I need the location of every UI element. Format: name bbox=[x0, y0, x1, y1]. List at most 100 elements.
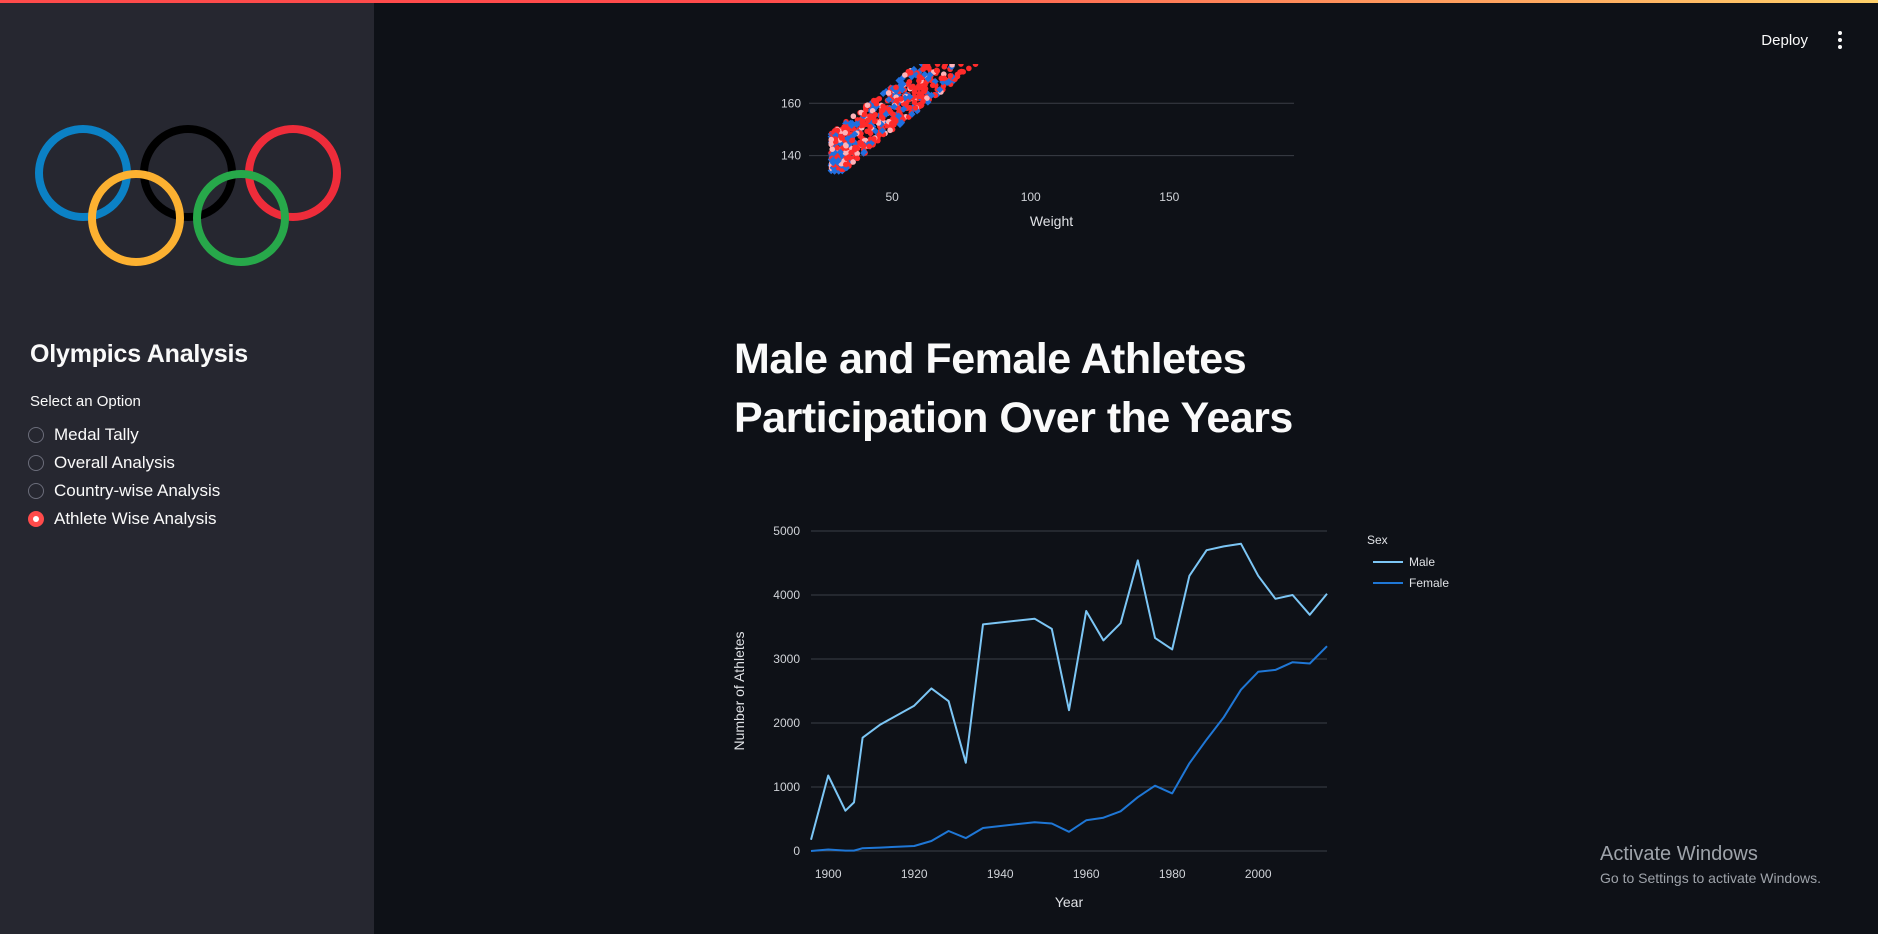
scatter-point bbox=[850, 159, 856, 165]
scatter-point bbox=[906, 104, 913, 111]
scatter-point bbox=[851, 130, 859, 138]
line-chart-svg[interactable]: 0 1000 2000 3000 4000 5000 1900 1920 1940 1960 198… bbox=[729, 520, 1549, 930]
scatter-point bbox=[912, 105, 919, 111]
radio-option-athlete-wise-analysis[interactable]: Athlete Wise Analysis bbox=[28, 505, 220, 533]
ring-yellow bbox=[88, 170, 184, 266]
athletes-line-chart[interactable]: 0 1000 2000 3000 4000 5000 1900 1920 1940 1960 198… bbox=[729, 520, 1549, 934]
radio-circle-icon[interactable] bbox=[28, 427, 44, 443]
scatter-point bbox=[849, 137, 856, 144]
scatter-point bbox=[867, 124, 873, 130]
olympic-rings-icon bbox=[30, 118, 350, 275]
ring-black bbox=[140, 125, 236, 221]
scatter-point bbox=[936, 86, 944, 94]
scatter-point bbox=[934, 61, 941, 67]
scatter-point bbox=[911, 93, 917, 100]
radio-option-label[interactable]: Overall Analysis bbox=[54, 453, 175, 472]
x-tick-label: 1980 bbox=[1159, 867, 1186, 881]
scatter-point bbox=[829, 146, 836, 153]
radio-option-overall-analysis[interactable]: Overall Analysis bbox=[28, 449, 220, 477]
x-tick-label: 1900 bbox=[815, 867, 842, 881]
scatter-point bbox=[861, 111, 868, 118]
y-tick-label: 3000 bbox=[773, 652, 800, 666]
scatter-point bbox=[890, 103, 898, 111]
scatter-point bbox=[933, 67, 940, 74]
radio-group-label: Select an Option bbox=[30, 393, 141, 410]
scatter-point bbox=[921, 70, 929, 78]
ring-blue bbox=[35, 125, 131, 221]
x-tick-label: 2000 bbox=[1245, 867, 1272, 881]
windows-activation-watermark: Activate Windows Go to Settings to activ… bbox=[1600, 843, 1821, 886]
scatter-point bbox=[938, 75, 945, 82]
scatter-point bbox=[843, 142, 849, 149]
radio-option-country-wise-analysis[interactable]: Country-wise Analysis bbox=[28, 477, 220, 505]
radio-option-label[interactable]: Country-wise Analysis bbox=[54, 481, 221, 500]
scatter-point bbox=[929, 82, 936, 89]
scatter-point bbox=[947, 72, 954, 79]
scatter-point bbox=[911, 99, 918, 106]
scatter-point bbox=[911, 89, 918, 95]
scatter-point bbox=[842, 129, 849, 136]
series-line-male bbox=[810, 542, 1328, 840]
legend-label-female: Female bbox=[1409, 576, 1449, 590]
x-axis-label: Year bbox=[1055, 894, 1084, 910]
legend-title: Sex bbox=[1367, 533, 1388, 547]
y-tick-label: 2000 bbox=[773, 716, 800, 730]
radio-circle-icon[interactable] bbox=[28, 455, 44, 471]
scatter-point bbox=[924, 62, 931, 69]
x-tick-label: 1920 bbox=[901, 867, 928, 881]
section-title: Male and Female Athletes Participation O… bbox=[734, 335, 1293, 442]
scatter-point bbox=[843, 161, 849, 168]
weight-height-scatter-chart[interactable]: 140 160 50 100 150 Weight bbox=[729, 60, 1369, 269]
x-tick-label: 1960 bbox=[1073, 867, 1100, 881]
series-line-female bbox=[810, 645, 1328, 852]
scatter-x-axis-label: Weight bbox=[1030, 213, 1073, 229]
scatter-point bbox=[864, 117, 871, 124]
scatter-point bbox=[949, 62, 955, 68]
legend-label-male: Male bbox=[1409, 555, 1435, 569]
scatter-point bbox=[873, 100, 880, 107]
radio-selected-icon[interactable] bbox=[28, 511, 44, 527]
scatter-point bbox=[907, 69, 914, 76]
deploy-button[interactable]: Deploy bbox=[1761, 31, 1808, 49]
scatter-point bbox=[915, 83, 922, 89]
scatter-point bbox=[836, 148, 844, 156]
scatter-point bbox=[903, 100, 909, 107]
radio-option-label[interactable]: Athlete Wise Analysis bbox=[54, 509, 217, 528]
scatter-point bbox=[898, 96, 904, 102]
scatter-point bbox=[860, 122, 867, 128]
scatter-point bbox=[908, 110, 916, 118]
scatter-point bbox=[885, 90, 892, 96]
top-accent-bar bbox=[0, 0, 1878, 3]
scatter-point bbox=[871, 136, 877, 142]
scatter-point bbox=[854, 155, 861, 162]
scatter-point bbox=[958, 61, 964, 67]
radio-circle-icon[interactable] bbox=[28, 483, 44, 499]
scatter-point bbox=[829, 159, 837, 167]
analysis-radio-group: Medal Tally Overall Analysis Country-wis… bbox=[28, 421, 220, 533]
scatter-point bbox=[866, 128, 872, 135]
y-tick-label: 0 bbox=[793, 844, 800, 858]
scatter-y-tick-label: 140 bbox=[781, 149, 801, 163]
scatter-x-tick-label: 100 bbox=[1021, 190, 1041, 204]
scatter-point bbox=[834, 127, 841, 134]
scatter-point bbox=[828, 136, 835, 143]
scatter-point bbox=[910, 83, 916, 90]
kebab-menu-icon[interactable] bbox=[1832, 28, 1848, 52]
scatter-point bbox=[891, 121, 897, 128]
radio-option-label[interactable]: Medal Tally bbox=[54, 425, 139, 444]
scatter-point bbox=[841, 124, 847, 130]
scatter-point bbox=[862, 106, 869, 113]
scatter-point bbox=[832, 138, 839, 145]
watermark-line1: Activate Windows bbox=[1600, 843, 1758, 865]
scatter-point bbox=[850, 113, 857, 120]
y-tick-label: 1000 bbox=[773, 780, 800, 794]
app-title: Olympics Analysis bbox=[30, 340, 248, 368]
radio-option-medal-tally[interactable]: Medal Tally bbox=[28, 421, 220, 449]
scatter-point bbox=[920, 98, 926, 105]
scatter-svg[interactable]: 140 160 50 100 150 Weight bbox=[729, 60, 1369, 264]
scatter-point bbox=[940, 71, 947, 78]
scatter-point bbox=[954, 71, 961, 78]
scatter-point bbox=[932, 92, 939, 99]
scatter-point bbox=[919, 93, 926, 100]
scatter-point bbox=[860, 142, 867, 149]
